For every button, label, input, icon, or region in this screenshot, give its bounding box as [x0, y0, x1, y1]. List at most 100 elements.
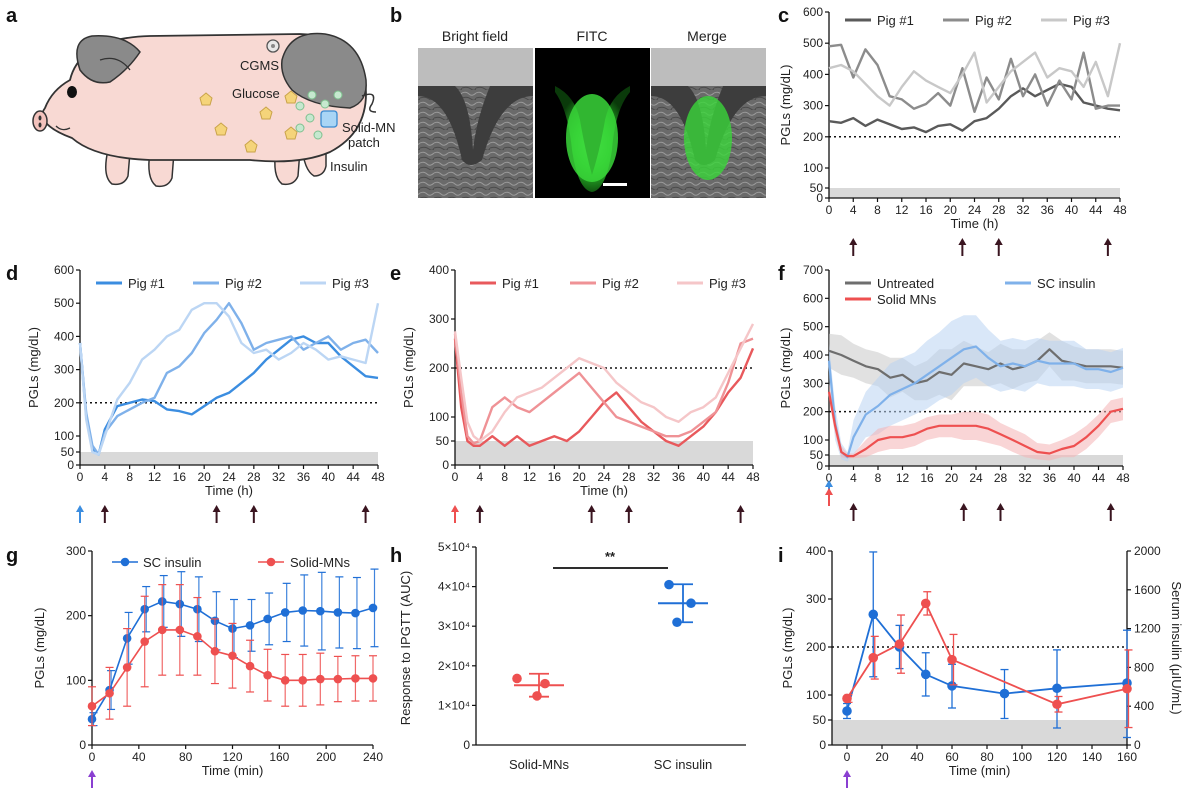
micrograph-fitc	[535, 48, 650, 198]
x-tick-label: 240	[363, 750, 383, 764]
x-tick-label: 48	[1113, 203, 1127, 217]
series-line-pig-3	[78, 302, 380, 456]
x-tick-label: 100	[1012, 750, 1032, 764]
dose-arrow-head	[994, 238, 1003, 245]
micrograph-title-merge: Merge	[687, 28, 727, 44]
y-axis-title: PGLs (mg/dL)	[780, 608, 795, 689]
glucose-icon	[244, 139, 258, 153]
x-tick-label: 200	[316, 750, 336, 764]
glucose-icon	[259, 106, 273, 120]
data-point	[894, 639, 905, 649]
series-line-pig-3	[828, 42, 1122, 107]
y-tick-label: 500	[803, 36, 823, 50]
glucose-icon	[214, 122, 228, 136]
panel-letter-i: i	[778, 545, 784, 567]
x-tick-label: 24	[222, 470, 236, 484]
insulin-icon	[333, 90, 343, 100]
y-axis-title: Response to IPGTT (AUC)	[398, 571, 413, 725]
y-tick-label: 300	[803, 376, 823, 390]
chart-h: 0 1×10⁴ 2×10⁴ 3×10⁴ 4×10⁴ 5×10⁴ Response to IP…	[398, 540, 746, 772]
series-line-pig-3	[453, 323, 755, 443]
y-tick-label: 300	[803, 99, 823, 113]
micrograph-merge	[651, 48, 766, 198]
x-tick-label: 36	[1043, 471, 1057, 485]
panel-letter-a: a	[6, 5, 18, 27]
insulin-label: Insulin	[330, 159, 368, 174]
y2-tick-label: 0	[1134, 738, 1141, 752]
data-point	[532, 691, 542, 701]
x-tick-label: 0	[452, 470, 459, 484]
y-axis-title: PGLs (mg/dL)	[26, 327, 41, 408]
series-line	[846, 612, 1128, 712]
data-point	[280, 608, 290, 617]
data-point	[263, 670, 272, 680]
data-point	[868, 652, 879, 663]
x-tick-label: 20	[944, 203, 958, 217]
y-tick-label: 50	[813, 713, 827, 727]
glucose-label: Glucose	[232, 86, 280, 101]
significance-label: **	[605, 549, 616, 564]
x-tick-label: 32	[1018, 471, 1032, 485]
y2-tick-label: 1200	[1134, 622, 1161, 636]
y-tick-label: 200	[803, 130, 823, 144]
data-point	[842, 693, 852, 704]
data-point	[920, 669, 931, 680]
legend-untreated-text: Untreated	[877, 276, 934, 291]
hypoglycemia-band	[80, 452, 378, 465]
y-tick-label: 200	[66, 609, 86, 623]
y-tick-label: 0	[819, 738, 826, 752]
panel-letter-h: h	[390, 545, 402, 567]
dose-arrow-head	[849, 238, 858, 245]
solid-mn-arrow-head	[825, 488, 833, 495]
dose-arrow-head	[100, 505, 109, 512]
sc-insulin-arrow-head	[76, 505, 84, 512]
x-tick-label: 40	[1065, 203, 1079, 217]
y-tick-label: 0	[67, 458, 74, 472]
x-tick-label: 60	[945, 750, 959, 764]
x-tick-label: 36	[672, 470, 686, 484]
data-point	[263, 614, 272, 624]
y-tick-label: 1×10⁴	[438, 698, 470, 712]
x-axis-title: Time (min)	[949, 763, 1011, 778]
series-line-pig-2	[453, 333, 754, 445]
error-band-2	[829, 383, 1123, 461]
legend-sc-insulin-text: SC insulin	[143, 555, 202, 570]
x-axis-title: Time (h)	[951, 216, 999, 231]
x-tick-label: 28	[994, 471, 1008, 485]
data-point	[947, 681, 957, 691]
x-tick-label: 160	[1117, 750, 1137, 764]
y-tick-label: 2×10⁴	[438, 659, 470, 673]
pig-nostril	[38, 122, 42, 128]
micrograph-title-bright-field: Bright field	[442, 28, 508, 44]
micrograph-title-fitc: FITC	[576, 28, 607, 44]
chart-i: 0 50 100 200 300 400 0 20 40 60 80 100 120 140 160 Time…	[780, 544, 1184, 788]
x-tick-label: 4	[850, 203, 857, 217]
x-tick-label: 48	[371, 470, 385, 484]
y-axis-title: PGLs (mg/dL)	[778, 328, 793, 409]
insulin-particles	[295, 90, 343, 140]
x-tick-label: 0	[826, 471, 833, 485]
panel-letter-b: b	[390, 5, 402, 27]
x-tick-label: 20	[572, 470, 586, 484]
series-line	[846, 601, 1128, 706]
x-tick-label: 0	[77, 470, 84, 484]
micrograph-bright-field	[418, 48, 533, 198]
x-tick-label: 36	[1041, 203, 1055, 217]
x-tick-label: 12	[523, 470, 537, 484]
x-tick-label: 8	[875, 471, 882, 485]
x-tick-label: 80	[179, 750, 193, 764]
x-tick-label: 8	[874, 203, 881, 217]
insulin-icon	[320, 99, 330, 109]
x-tick-label: 80	[980, 750, 994, 764]
y-tick-label: 200	[803, 405, 823, 419]
y-tick-label: 0	[463, 738, 470, 752]
x-tick-label: 24	[968, 203, 982, 217]
dose-arrow-head	[212, 505, 221, 512]
dose-arrow-head	[1106, 503, 1115, 510]
y-tick-label: 50	[810, 181, 824, 195]
x-tick-label: 40	[1067, 471, 1081, 485]
data-point	[540, 678, 550, 689]
series-0	[842, 551, 1132, 739]
y-tick-label: 3×10⁴	[438, 619, 470, 633]
